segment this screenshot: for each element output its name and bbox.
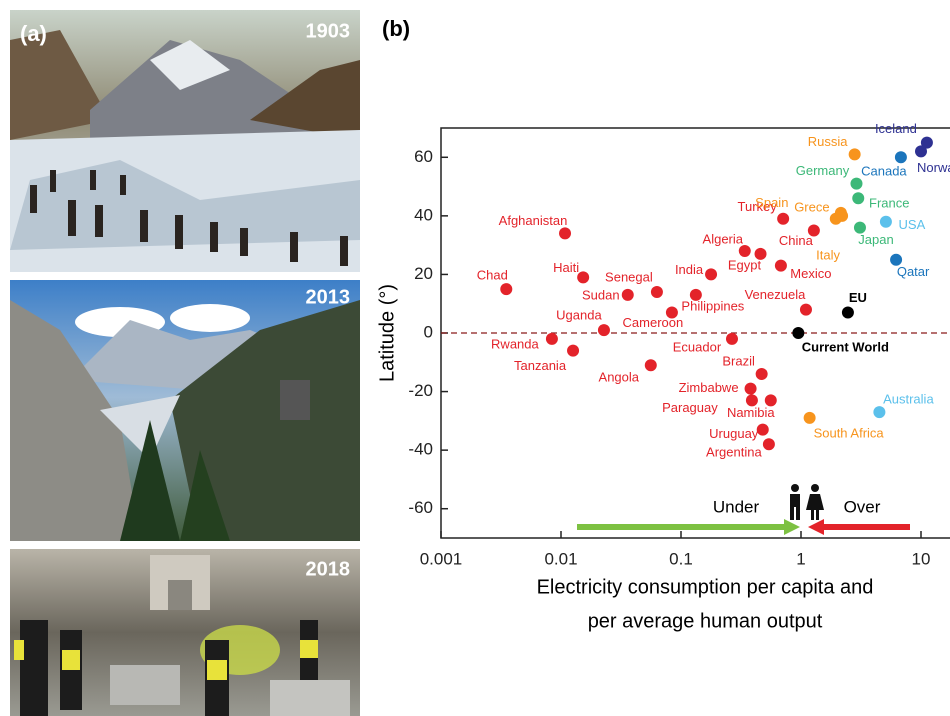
x-axis-label: per average human output [588,610,823,632]
point-label: Rwanda [491,336,539,351]
y-tick-label: 0 [424,322,433,341]
point-label: Brazil [722,353,755,368]
point-label: India [675,262,704,277]
point-label: Algeria [703,231,744,246]
point-label: Germany [796,163,850,178]
point-label: Japan [858,232,893,247]
point-label: Cameroon [623,315,684,330]
point-label: Current World [802,339,889,354]
y-tick-label: 60 [414,147,433,166]
point-label: USA [899,217,926,232]
point-label: Ecuador [673,339,722,354]
panel-label: (a) [20,21,47,46]
photo-year: 2018 [306,558,351,580]
point-label: Venezuela [745,287,806,302]
point [645,359,657,371]
panel-label: (b) [382,16,410,41]
point-label: Canada [861,164,907,179]
x-axis-label: Electricity consumption per capita and [537,576,874,598]
point-label: Italy [816,247,840,262]
point-label: Angola [599,370,640,385]
y-tick-label: 20 [414,264,433,283]
figure: (a) 1903 2013 2018 (b) Latitude (°) Elec… [0,0,950,716]
x-tick-label: 0.1 [669,549,693,568]
point [598,324,610,336]
point [873,406,885,418]
x-tick-label: 10 [912,549,931,568]
annotation: Under [713,497,760,516]
y-tick-label: -20 [408,381,433,400]
point-label: Iceland [875,121,917,136]
point-label: Namibia [727,405,775,420]
annotation: Over [844,497,881,516]
point-label: Argentina [706,445,762,460]
photo-2013 [10,280,360,541]
point-label: Sudan [582,287,620,302]
point [567,345,579,357]
point [915,145,927,157]
point-label: Russia [808,134,849,149]
point [745,383,757,395]
point [800,304,812,316]
point [500,283,512,295]
point-label: Zimbabwe [679,380,739,395]
point [849,148,861,160]
point [895,151,907,163]
point [726,333,738,345]
under-arrow [577,519,800,535]
point-label: EU [849,290,867,305]
x-tick-label: 0.01 [544,549,577,568]
point [757,424,769,436]
point [739,245,751,257]
y-axis-label: Latitude (°) [376,284,398,382]
people-icon [790,484,824,520]
point [777,213,789,225]
point [836,210,848,222]
page: {"panel_a": {"label": "(a)", "years": ["… [0,0,950,716]
point-label: Paraguay [662,400,718,415]
point-label: Spain [755,195,788,210]
point-label: Uruguay [709,426,759,441]
y-tick-label: 40 [414,205,433,224]
x-tick-label: 1 [796,549,805,568]
point-label: Senegal [605,269,653,284]
photo-year: 2013 [306,286,351,308]
point [763,438,775,450]
point-label: Uganda [556,308,602,323]
point [705,268,717,280]
point-label: Norway [917,160,950,175]
point-label: Philippines [681,298,744,313]
point [546,333,558,345]
point-label: Tanzania [514,358,567,373]
point-label: France [869,196,909,211]
point-label: Egypt [728,257,762,272]
photo-1903 [10,10,360,272]
point [622,289,634,301]
point [850,178,862,190]
point-label: South Africa [814,425,885,440]
over-arrow [808,519,910,535]
point-label: Grece [794,199,829,214]
point [852,192,864,204]
photo-year: 1903 [306,20,351,42]
point-label: China [779,233,814,248]
point [792,327,804,339]
point [775,260,787,272]
point [559,227,571,239]
point-label: Afghanistan [499,213,568,228]
point-label: Qatar [897,264,930,279]
point-label: Mexico [790,266,831,281]
point [880,216,892,228]
point-label: Haiti [553,260,579,275]
x-tick-label: 0.001 [420,549,463,568]
point [804,412,816,424]
y-tick-label: -60 [408,498,433,517]
point [842,307,854,319]
point-label: Australia [883,392,934,407]
y-tick-label: -40 [408,440,433,459]
point [756,368,768,380]
point-label: Chad [477,268,508,283]
point [651,286,663,298]
